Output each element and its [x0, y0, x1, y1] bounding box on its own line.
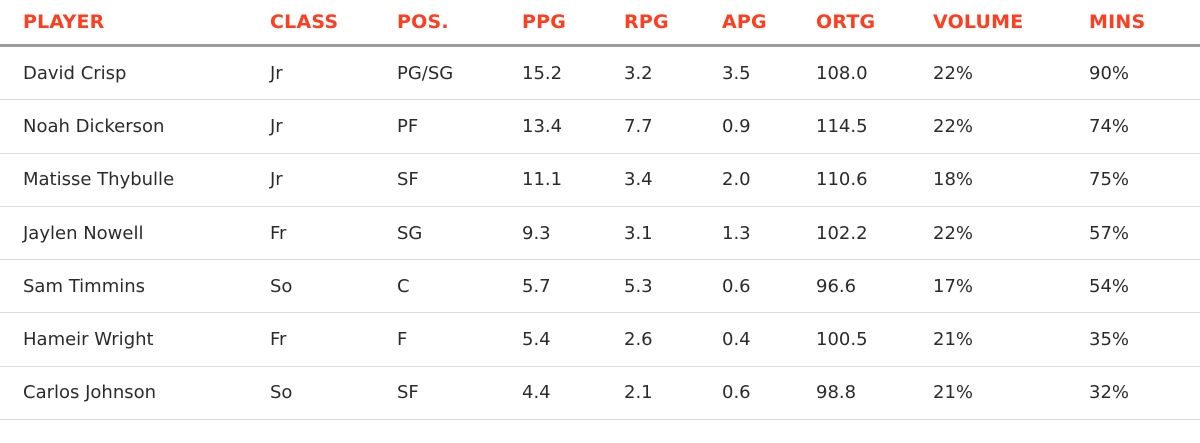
header-row: PLAYER CLASS POS. PPG RPG APG ORTG VOLUME MINS — [0, 0, 1200, 47]
cell-mins: 32% — [1089, 366, 1200, 421]
cell-ortg: 110.6 — [816, 153, 933, 207]
cell-ortg: 108.0 — [816, 45, 933, 101]
cell-ortg: 96.6 — [816, 259, 933, 314]
cell-player: Hameir Wright — [0, 312, 270, 367]
cell-volume: 21% — [933, 312, 1089, 367]
table-row: Carlos Johnson So SF 4.4 2.1 0.6 98.8 21% 32% — [0, 366, 1200, 421]
cell-rpg: 5.3 — [624, 259, 722, 314]
cell-pos: SG — [397, 206, 522, 261]
table-row: Jaylen Nowell Fr SG 9.3 3.1 1.3 102.2 22% 57% — [0, 206, 1200, 261]
cell-player: Noah Dickerson — [0, 99, 270, 154]
cell-rpg: 3.4 — [624, 153, 722, 207]
cell-apg: 0.4 — [722, 312, 816, 367]
cell-pos: C — [397, 259, 522, 314]
table-row: Noah Dickerson Jr PF 13.4 7.7 0.9 114.5 22% 74% — [0, 99, 1200, 154]
cell-volume: 17% — [933, 259, 1089, 314]
cell-volume: 18% — [933, 153, 1089, 207]
cell-ppg: 5.4 — [522, 312, 624, 367]
cell-apg: 1.3 — [722, 206, 816, 261]
table-row: Hameir Wright Fr F 5.4 2.6 0.4 100.5 21% 35% — [0, 312, 1200, 367]
cell-apg: 0.6 — [722, 366, 816, 421]
table-row: Sam Timmins So C 5.7 5.3 0.6 96.6 17% 54% — [0, 259, 1200, 314]
cell-mins: 54% — [1089, 259, 1200, 314]
column-header-class: CLASS — [270, 0, 397, 47]
column-header-volume: VOLUME — [933, 0, 1089, 47]
cell-ppg: 4.4 — [522, 366, 624, 421]
cell-class: Jr — [270, 153, 397, 207]
cell-ortg: 102.2 — [816, 206, 933, 261]
cell-apg: 0.9 — [722, 99, 816, 154]
cell-ppg: 13.4 — [522, 99, 624, 154]
table-body: David Crisp Jr PG/SG 15.2 3.2 3.5 108.0 22% 90% N… — [0, 45, 1200, 421]
cell-pos: F — [397, 312, 522, 367]
table-row: David Crisp Jr PG/SG 15.2 3.2 3.5 108.0 22% 90% — [0, 45, 1200, 101]
cell-volume: 22% — [933, 206, 1089, 261]
cell-ppg: 9.3 — [522, 206, 624, 261]
table-row: Matisse Thybulle Jr SF 11.1 3.4 2.0 110.6 18% 75… — [0, 153, 1200, 207]
cell-player: Matisse Thybulle — [0, 153, 270, 207]
cell-rpg: 2.1 — [624, 366, 722, 421]
cell-player: Carlos Johnson — [0, 366, 270, 421]
cell-pos: PF — [397, 99, 522, 154]
cell-class: Jr — [270, 99, 397, 154]
cell-pos: PG/SG — [397, 45, 522, 101]
column-header-ppg: PPG — [522, 0, 624, 47]
cell-player: Sam Timmins — [0, 259, 270, 314]
cell-rpg: 3.2 — [624, 45, 722, 101]
cell-player: David Crisp — [0, 45, 270, 101]
cell-ppg: 11.1 — [522, 153, 624, 207]
column-header-rpg: RPG — [624, 0, 722, 47]
table-header: PLAYER CLASS POS. PPG RPG APG ORTG VOLUME MINS — [0, 0, 1200, 47]
cell-mins: 90% — [1089, 45, 1200, 101]
column-header-apg: APG — [722, 0, 816, 47]
cell-mins: 75% — [1089, 153, 1200, 207]
column-header-ortg: ORTG — [816, 0, 933, 47]
player-stats-table: PLAYER CLASS POS. PPG RPG APG ORTG VOLUME MINS D… — [0, 0, 1200, 421]
cell-rpg: 3.1 — [624, 206, 722, 261]
cell-pos: SF — [397, 366, 522, 421]
cell-volume: 21% — [933, 366, 1089, 421]
cell-apg: 0.6 — [722, 259, 816, 314]
cell-class: So — [270, 259, 397, 314]
cell-class: Fr — [270, 206, 397, 261]
cell-apg: 3.5 — [722, 45, 816, 101]
cell-mins: 74% — [1089, 99, 1200, 154]
cell-mins: 35% — [1089, 312, 1200, 367]
cell-class: Fr — [270, 312, 397, 367]
cell-volume: 22% — [933, 99, 1089, 154]
cell-class: So — [270, 366, 397, 421]
cell-ortg: 100.5 — [816, 312, 933, 367]
cell-mins: 57% — [1089, 206, 1200, 261]
cell-apg: 2.0 — [722, 153, 816, 207]
cell-ppg: 15.2 — [522, 45, 624, 101]
cell-pos: SF — [397, 153, 522, 207]
cell-ppg: 5.7 — [522, 259, 624, 314]
cell-player: Jaylen Nowell — [0, 206, 270, 261]
column-header-pos: POS. — [397, 0, 522, 47]
cell-rpg: 7.7 — [624, 99, 722, 154]
cell-ortg: 114.5 — [816, 99, 933, 154]
column-header-mins: MINS — [1089, 0, 1200, 47]
cell-ortg: 98.8 — [816, 366, 933, 421]
cell-volume: 22% — [933, 45, 1089, 101]
cell-class: Jr — [270, 45, 397, 101]
cell-rpg: 2.6 — [624, 312, 722, 367]
column-header-player: PLAYER — [0, 0, 270, 47]
